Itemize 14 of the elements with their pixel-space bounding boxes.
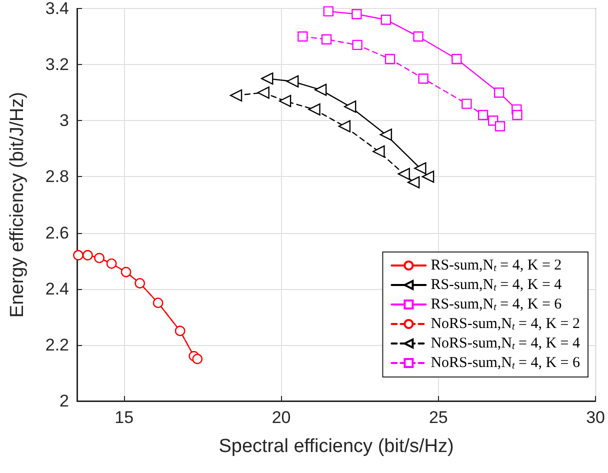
x-tick-label: 20: [272, 408, 291, 427]
y-tick-label: 2: [60, 392, 69, 410]
y-tick-label: 3: [60, 111, 69, 130]
y-tick-label: 2.4: [45, 279, 69, 298]
y-tick-label: 3.4: [45, 0, 69, 18]
y-axis-title: Energy efficiency (bit/J/Hz): [7, 92, 28, 318]
y-tick-label: 3.2: [45, 55, 69, 74]
y-tick-label: 2.2: [45, 335, 69, 354]
y-tick-label: 2.6: [45, 223, 69, 242]
x-tick-label: 25: [428, 408, 448, 427]
x-tick-label: 30: [586, 408, 606, 427]
y-tick-label: 2.8: [45, 167, 69, 186]
x-tick-label: 15: [114, 408, 134, 427]
x-axis-title: Spectral efficiency (bit/s/Hz): [218, 436, 454, 457]
